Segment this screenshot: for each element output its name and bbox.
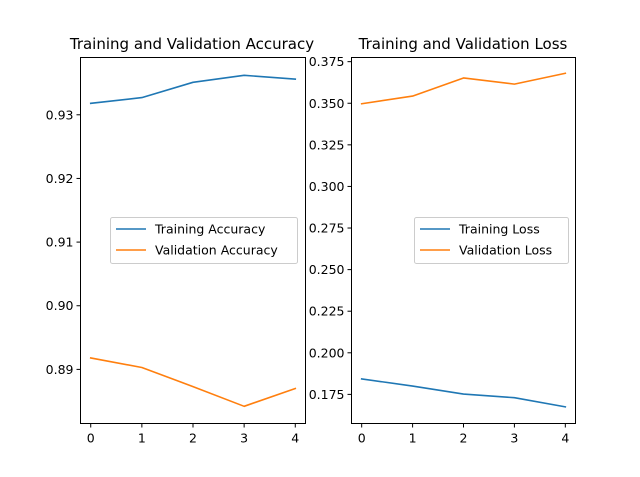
legend-label-training-loss: Training Loss <box>458 222 540 237</box>
loss-x-tick-label: 0 <box>358 431 366 446</box>
accuracy-x-tick-label: 0 <box>87 431 95 446</box>
accuracy-x-tick-label: 3 <box>240 431 248 446</box>
loss-plot-lines <box>360 72 567 408</box>
loss-plot-title: Training and Validation Loss <box>358 35 568 53</box>
accuracy-plot-lines <box>89 74 297 408</box>
loss-series-line-0 <box>360 378 567 408</box>
accuracy-x-tick-label: 1 <box>138 431 146 446</box>
loss-plot-x-axis: 0 1 2 3 4 <box>358 423 569 446</box>
accuracy-plot-title: Training and Validation Accuracy <box>69 35 314 53</box>
loss-x-tick-label: 3 <box>510 431 518 446</box>
loss-y-tick-label: 0.175 <box>309 387 345 402</box>
loss-y-tick-label: 0.325 <box>309 137 345 152</box>
accuracy-legend-box <box>110 217 298 264</box>
loss-y-tick-label: 0.225 <box>309 304 345 319</box>
accuracy-series-line-0 <box>89 74 297 105</box>
loss-y-tick-label: 0.300 <box>309 179 345 194</box>
loss-y-tick-label: 0.375 <box>309 54 345 69</box>
accuracy-y-tick-label: 0.93 <box>46 107 74 122</box>
loss-series-line-1 <box>360 72 567 105</box>
legend-label-validation-loss: Validation Loss <box>459 243 552 258</box>
legend-label-validation-accuracy: Validation Accuracy <box>155 243 278 258</box>
accuracy-x-tick-label: 4 <box>291 431 299 446</box>
accuracy-y-tick-label: 0.89 <box>46 362 74 377</box>
accuracy-plot-y-axis: 0.89 0.90 0.91 0.92 0.93 <box>46 107 81 377</box>
loss-plot-y-axis: 0.175 0.200 0.225 0.250 0.275 0.300 0.325 0.350… <box>309 54 352 402</box>
loss-y-tick-label: 0.250 <box>309 262 345 277</box>
accuracy-y-tick-label: 0.90 <box>46 298 74 313</box>
loss-y-tick-label: 0.200 <box>309 345 345 360</box>
loss-x-tick-label: 4 <box>561 431 569 446</box>
loss-legend-box <box>414 217 569 264</box>
loss-x-tick-label: 2 <box>460 431 468 446</box>
loss-y-tick-label: 0.350 <box>309 96 345 111</box>
accuracy-y-tick-label: 0.91 <box>46 235 74 250</box>
legend-label-training-accuracy: Training Accuracy <box>154 222 266 237</box>
accuracy-y-tick-label: 0.92 <box>46 171 74 186</box>
loss-y-tick-label: 0.275 <box>309 221 345 236</box>
loss-x-tick-label: 1 <box>409 431 417 446</box>
accuracy-x-tick-label: 2 <box>189 431 197 446</box>
loss-plot: Training and Validation Loss 0 1 2 3 4 0.175… <box>309 35 576 446</box>
accuracy-plot-legend: Training Accuracy Validation Accuracy <box>110 217 298 264</box>
accuracy-plot: Training and Validation Accuracy 0 1 2 3 4 0… <box>46 35 315 446</box>
accuracy-plot-x-axis: 0 1 2 3 4 <box>87 423 299 446</box>
accuracy-series-line-1 <box>89 357 297 408</box>
loss-plot-legend: Training Loss Validation Loss <box>414 217 569 264</box>
